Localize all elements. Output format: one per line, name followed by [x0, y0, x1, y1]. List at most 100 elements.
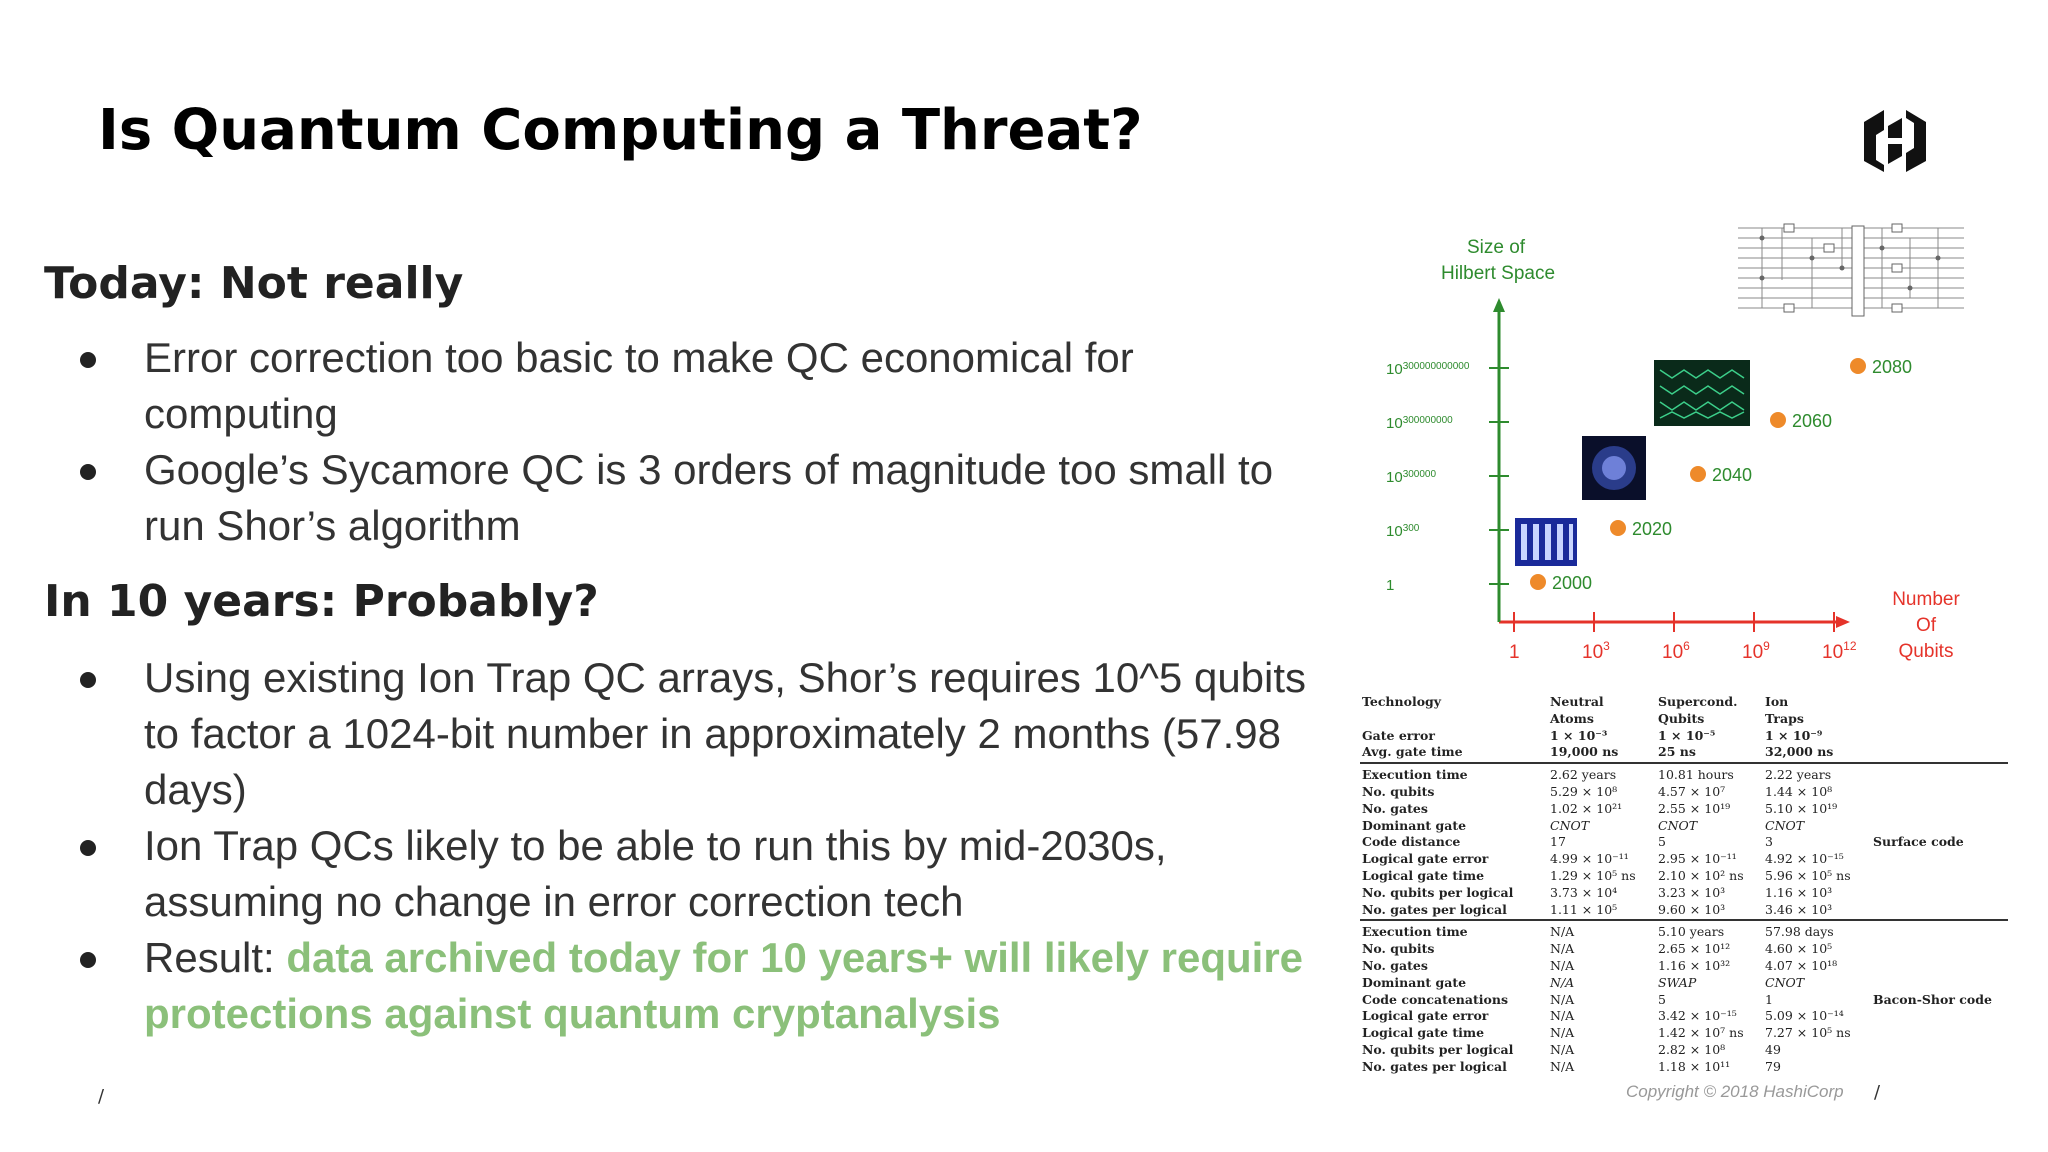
- table-cell: 2.65 × 10¹²: [1658, 941, 1731, 957]
- section-heading-today: Today: Not really: [44, 258, 464, 309]
- bullet-line: Google’s Sycamore QC is 3 orders of magn…: [144, 446, 1274, 493]
- table-cell: N/A: [1550, 924, 1575, 940]
- year-point: [1530, 574, 1546, 590]
- copyright-text: Copyright © 2018 HashiCorp: [1626, 1082, 1844, 1101]
- table-cell: 3: [1765, 834, 1773, 850]
- table-cell: Ion: [1765, 694, 1789, 709]
- table-cell: 7.27 × 10⁵ ns: [1765, 1025, 1851, 1041]
- bullet-dot: [80, 352, 96, 368]
- table-row: Logical gate time 1.29 × 10⁵ ns 2.10 × 10²…: [1360, 868, 2010, 884]
- x-tick-label: 109: [1742, 639, 1770, 663]
- year-point-label: 2020: [1632, 519, 1672, 539]
- bullet-line: Using existing Ion Trap QC arrays, Shor’…: [144, 654, 1307, 701]
- table-cell: N/A: [1550, 1025, 1575, 1041]
- footer-slash-right: /: [1874, 1082, 1881, 1103]
- y-tick-label: 10300000000000: [1386, 361, 1470, 378]
- table-cell: 3.73 × 10⁴: [1550, 884, 1618, 900]
- table-cell: Qubits: [1658, 710, 1705, 726]
- table-cell: 79: [1765, 1058, 1781, 1074]
- result-prefix: Result:: [144, 934, 287, 981]
- table-cell: N/A: [1550, 991, 1575, 1007]
- table-cell: 2.22 years: [1765, 767, 1832, 783]
- bullet-line: to factor a 1024-bit number in approxima…: [144, 710, 1281, 757]
- table-cell: Execution time: [1362, 924, 1468, 940]
- table-cell: 1.44 × 10⁸: [1765, 784, 1833, 799]
- table-cell: 5.09 × 10⁻¹⁴: [1765, 1008, 1844, 1024]
- table-row: Atoms Qubits Traps: [1360, 711, 2010, 727]
- table-row: Gate error 1 × 10⁻³ 1 × 10⁻⁵ 1 × 10⁻⁹: [1360, 728, 2010, 744]
- bullet-line: days): [144, 766, 247, 813]
- table-cell: N/A: [1550, 974, 1575, 990]
- table-cell: 1 × 10⁻⁹: [1765, 727, 1823, 743]
- table-cell: 4.92 × 10⁻¹⁵: [1765, 851, 1844, 867]
- table-cell: Dominant gate: [1362, 817, 1467, 833]
- table-cell: 3.23 × 10³: [1658, 884, 1726, 900]
- table-cell: 10.81 hours: [1658, 767, 1734, 783]
- footer-slash-left: /: [98, 1086, 105, 1107]
- table-cell: Logical gate time: [1362, 1025, 1485, 1041]
- bullet-dot: [80, 672, 96, 688]
- ion-crystal-image: [1582, 436, 1646, 500]
- table-cell: 1.11 × 10⁵: [1550, 901, 1618, 917]
- table-row: No. qubits 5.29 × 10⁸ 4.57 × 10⁷ 1.44 × 10⁸: [1360, 784, 2010, 800]
- table-cell: CNOT: [1658, 817, 1698, 833]
- table-row: Dominant gate CNOT CNOT CNOT: [1360, 818, 2010, 834]
- table-cell: 17: [1550, 834, 1566, 850]
- table-cell: 5.10 years: [1658, 924, 1725, 940]
- table-row: Avg. gate time 19,000 ns 25 ns 32,000 ns: [1360, 744, 2010, 760]
- year-point-label: 2000: [1552, 573, 1592, 593]
- table-row: Code distance 17 5 3 Surface code: [1360, 834, 2010, 850]
- table-cell: N/A: [1550, 1058, 1575, 1074]
- table-row: Code concatenations N/A 5 1 Bacon-Shor code: [1360, 992, 2010, 1008]
- table-cell: Avg. gate time: [1362, 744, 1463, 760]
- y-axis-label: Hilbert Space: [1441, 263, 1555, 284]
- table-cell: CNOT: [1765, 817, 1805, 833]
- bullet-line: Error correction too basic to make QC ec…: [144, 334, 1134, 381]
- y-axis-arrow: [1493, 298, 1505, 312]
- table-cell: 19,000 ns: [1550, 744, 1619, 760]
- bullet-line: Ion Trap QCs likely to be able to run th…: [144, 822, 1167, 869]
- section-heading-ten-years: In 10 years: Probably?: [44, 576, 599, 627]
- bullet-dot: [80, 952, 96, 968]
- table-cell: 1.42 × 10⁷ ns: [1658, 1025, 1744, 1041]
- axis-ticks: 1 10300 10300000 10300000000 10300000000000 1…: [1386, 361, 1857, 663]
- table-cell: N/A: [1550, 1042, 1575, 1057]
- table-cell: 5.10 × 10¹⁹: [1765, 800, 1838, 816]
- table-cell: 4.99 × 10⁻¹¹: [1550, 851, 1629, 867]
- table-cell: 2.82 × 10⁸: [1658, 1042, 1726, 1057]
- result-highlight: protections against quantum cryptanalysi…: [144, 990, 1001, 1037]
- table-cell: N/A: [1550, 1008, 1575, 1024]
- table-cell: Dominant gate: [1362, 974, 1467, 990]
- table-cell: 1.16 × 10³: [1765, 884, 1833, 900]
- table-cell: Logical gate error: [1362, 851, 1489, 867]
- table-cell: No. qubits per logical: [1362, 1042, 1514, 1057]
- table-cell: 4.57 × 10⁷: [1658, 784, 1726, 799]
- year-point: [1690, 466, 1706, 482]
- table-row: No. gates per logical N/A 1.18 × 10¹¹ 79: [1360, 1059, 2010, 1075]
- table-row: Execution time 2.62 years 10.81 hours 2.22 …: [1360, 767, 2010, 783]
- table-cell: 5: [1658, 834, 1666, 850]
- y-tick-label: 10300: [1386, 523, 1420, 540]
- table-cell: 9.60 × 10³: [1658, 901, 1726, 917]
- hilbert-space-chart: Size of Hilbert Space Number Of Qubits 1…: [1386, 220, 1970, 663]
- table-cell: 2.62 years: [1550, 767, 1617, 783]
- table-row: Technology Neutral Supercond. Ion: [1360, 694, 2010, 710]
- table-divider: [1360, 762, 2008, 765]
- y-tick-label: 10300000: [1386, 469, 1436, 486]
- x-tick-label: 106: [1662, 639, 1690, 663]
- table-cell: CNOT: [1550, 817, 1590, 833]
- table-cell: 2.55 × 10¹⁹: [1658, 800, 1731, 816]
- table-cell: No. qubits: [1362, 941, 1435, 957]
- table-cell: 1 × 10⁻³: [1550, 727, 1608, 743]
- table-row: Logical gate error N/A 3.42 × 10⁻¹⁵ 5.09 × …: [1360, 1008, 2010, 1024]
- table-cell: Traps: [1765, 710, 1804, 726]
- year-point: [1770, 412, 1786, 428]
- table-cell: Bacon-Shor code: [1873, 991, 1992, 1007]
- bullet-line: run Shor’s algorithm: [144, 502, 521, 549]
- table-cell: No. qubits per logical: [1362, 884, 1514, 900]
- bullet-line: assuming no change in error correction t…: [144, 878, 964, 925]
- table-cell: Code concatenations: [1362, 991, 1508, 1007]
- table-cell: 5.96 × 10⁵ ns: [1765, 868, 1851, 883]
- x-tick-label: 103: [1582, 639, 1610, 663]
- table-cell: 2.95 × 10⁻¹¹: [1658, 851, 1737, 867]
